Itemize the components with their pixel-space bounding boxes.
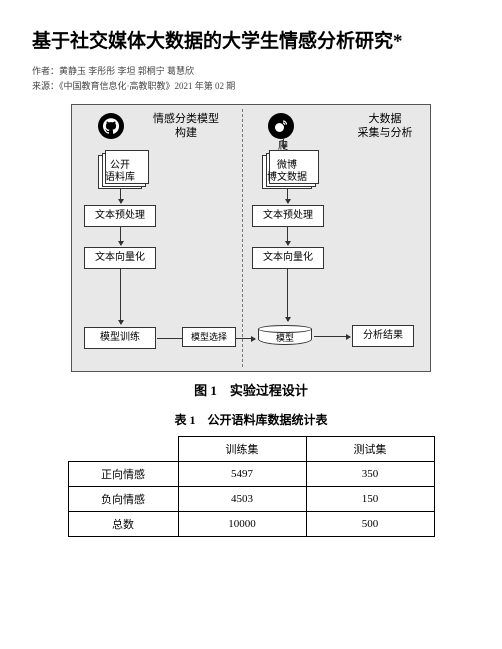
authors-line: 作者：黄静玉 李彤彤 李坦 郭桐宁 葛慧欣 bbox=[32, 64, 470, 79]
github-icon bbox=[98, 113, 124, 139]
left-step-2: 文本向量化 bbox=[84, 247, 156, 269]
weibo-icon bbox=[268, 113, 294, 139]
meta-block: 作者：黄静玉 李彤彤 李坦 郭桐宁 葛慧欣 来源：《中国教育信息化·高教职教》2… bbox=[32, 64, 470, 95]
flowchart-diagram: 情感分类模型构建 公开语料库 文本预处理 文本向量化 模型训练 模型选择 大数据… bbox=[71, 104, 431, 372]
bridge-model-select: 模型选择 bbox=[182, 327, 236, 347]
table-row: 总数 10000 500 bbox=[68, 512, 434, 537]
right-step-2: 文本向量化 bbox=[252, 247, 324, 269]
table-row: 正向情感 5497 350 bbox=[68, 462, 434, 487]
figure-caption: 图 1 实验过程设计 bbox=[71, 380, 431, 399]
right-header: 大数据采集与分析 bbox=[344, 113, 426, 141]
left-corpus-box: 公开语料库 bbox=[98, 155, 142, 189]
table-caption: 表 1 公开语料库数据统计表 bbox=[32, 411, 470, 428]
source-line: 来源：《中国教育信息化·高教职教》2021 年第 02 期 bbox=[32, 79, 470, 94]
left-header: 情感分类模型构建 bbox=[136, 113, 236, 141]
table-header bbox=[68, 437, 178, 462]
result-box: 分析结果 bbox=[352, 325, 414, 347]
model-cylinder: 模型 bbox=[258, 325, 312, 345]
corpus-stats-table: 训练集 测试集 正向情感 5497 350 负向情感 4503 150 总数 1… bbox=[68, 436, 435, 537]
left-step-1: 文本预处理 bbox=[84, 205, 156, 227]
table-header-row: 训练集 测试集 bbox=[68, 437, 434, 462]
right-corpus-box: 微博博文数据 bbox=[262, 155, 312, 189]
table-header: 测试集 bbox=[306, 437, 434, 462]
left-step-3: 模型训练 bbox=[84, 327, 156, 349]
page-title: 基于社交媒体大数据的大学生情感分析研究* bbox=[32, 28, 470, 56]
diagram-divider bbox=[242, 109, 243, 367]
table-row: 负向情感 4503 150 bbox=[68, 487, 434, 512]
right-step-1: 文本预处理 bbox=[252, 205, 324, 227]
table-header: 训练集 bbox=[178, 437, 306, 462]
